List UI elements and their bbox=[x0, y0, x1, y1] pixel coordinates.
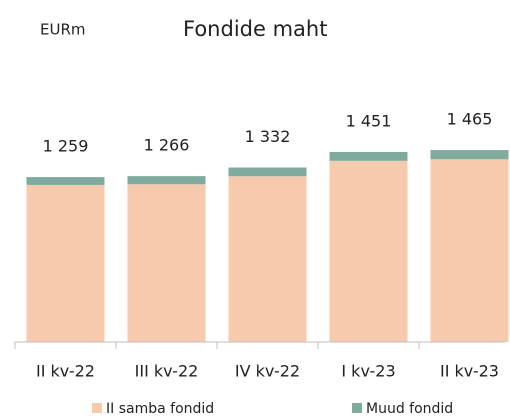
x-tick-label: II kv-23 bbox=[440, 362, 499, 381]
total-label: 1 451 bbox=[346, 111, 392, 130]
bar-segment bbox=[430, 150, 509, 160]
bar-segment bbox=[26, 184, 105, 342]
x-tick-label: III kv-22 bbox=[135, 362, 199, 381]
x-tick-label: I kv-23 bbox=[341, 362, 395, 381]
chart-title: Fondide maht bbox=[183, 17, 327, 41]
unit-label: EURm bbox=[40, 21, 86, 39]
total-label: 1 332 bbox=[245, 127, 291, 146]
x-tick-label: II kv-22 bbox=[36, 362, 95, 381]
total-label: 1 465 bbox=[447, 110, 493, 129]
bar-segment bbox=[127, 184, 206, 342]
legend-label: Muud fondid bbox=[366, 401, 453, 417]
legend-label: II samba fondid bbox=[106, 401, 214, 417]
legend-swatch bbox=[352, 403, 362, 413]
legend-swatch bbox=[92, 403, 102, 413]
bar-segment bbox=[228, 176, 307, 342]
bar-segment bbox=[329, 160, 408, 342]
bar-segment bbox=[228, 167, 307, 177]
bar-segment bbox=[430, 159, 509, 342]
bar-segment bbox=[127, 176, 206, 185]
total-label: 1 266 bbox=[144, 136, 190, 155]
x-tick-label: IV kv-22 bbox=[235, 362, 300, 381]
bar-segment bbox=[329, 151, 408, 161]
total-label: 1 259 bbox=[43, 137, 89, 156]
bar-segment bbox=[26, 177, 105, 185]
